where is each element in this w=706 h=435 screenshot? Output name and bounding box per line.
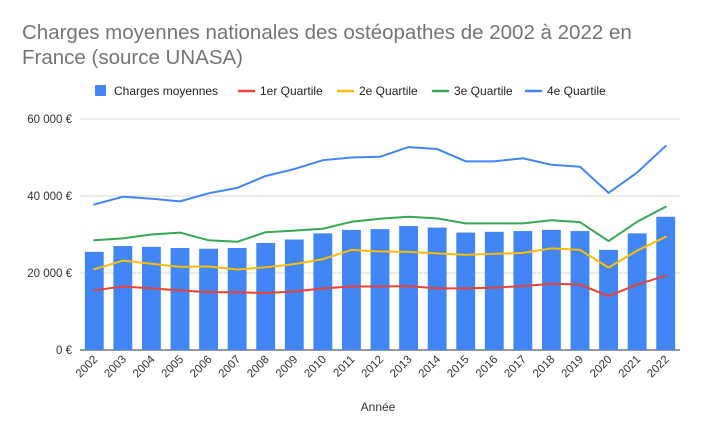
x-tick-label: 2003	[102, 354, 129, 381]
bar-series	[84, 216, 676, 350]
bar-2019	[570, 231, 590, 350]
bar-2012	[370, 229, 390, 350]
x-tick-label: 2014	[417, 353, 444, 380]
bar-2010	[313, 233, 333, 350]
x-tick-label: 2016	[474, 354, 501, 381]
x-tick-label: 2012	[360, 354, 387, 381]
x-axis-title: Année	[361, 400, 396, 414]
legend-label: 1er Quartile	[260, 84, 323, 98]
bar-2002	[84, 251, 104, 350]
bar-2017	[513, 231, 533, 350]
bar-2016	[484, 231, 504, 350]
bar-2020	[599, 249, 618, 350]
legend-label: 4e Quartile	[547, 84, 606, 98]
line-series-2	[93, 235, 667, 271]
legend: Charges moyennes 1er Quartile 2e Quartile 3…	[95, 84, 606, 98]
x-tick-label: 2019	[560, 354, 587, 381]
x-tick-label: 2013	[388, 354, 415, 381]
y-tick-label: 20 000 €	[27, 268, 72, 280]
bar-2013	[399, 226, 418, 350]
bar-2003	[113, 246, 133, 350]
bar-2007	[227, 247, 247, 350]
x-tick-label: 2022	[645, 354, 672, 381]
bar-2011	[342, 229, 361, 350]
x-tick-label: 2002	[74, 354, 101, 381]
y-tick-label: 60 000 €	[27, 114, 72, 126]
x-axis-ticks: 2002 2003 2004 2005 2006 2007 2008 2009 2010 2011…	[74, 353, 672, 380]
line-series-4	[93, 144, 667, 206]
y-axis-ticks: 0 € 20 000 € 40 000 € 60 000 €	[27, 114, 72, 357]
x-tick-label: 2018	[531, 354, 558, 381]
legend-label: 2e Quartile	[359, 84, 418, 98]
bar-2006	[199, 248, 218, 350]
x-tick-label: 2005	[160, 354, 187, 381]
x-tick-label: 2017	[502, 354, 529, 381]
y-tick-label: 40 000 €	[27, 191, 72, 203]
bar-2005	[170, 247, 190, 350]
bar-2015	[456, 232, 476, 350]
line-series	[93, 144, 667, 298]
bar-2009	[284, 239, 304, 350]
legend-swatch	[95, 85, 106, 96]
x-tick-label: 2008	[245, 354, 272, 381]
legend-label: Charges moyennes	[114, 84, 218, 98]
bar-2021	[627, 233, 647, 350]
legend-label: 3e Quartile	[454, 84, 513, 98]
x-tick-label: 2015	[445, 354, 472, 381]
bar-2008	[256, 242, 276, 350]
chart-title: Charges moyennes nationales des ostéopat…	[22, 21, 632, 69]
x-tick-label: 2009	[274, 354, 301, 381]
x-tick-label: 2010	[302, 354, 329, 381]
bar-2018	[542, 229, 561, 350]
bar-2022	[656, 216, 676, 350]
x-tick-label: 2021	[617, 354, 644, 381]
x-tick-label: 2007	[217, 354, 244, 381]
bar-2004	[142, 246, 161, 350]
line-series-3	[93, 205, 667, 243]
x-tick-label: 2011	[332, 354, 358, 380]
y-tick-label: 0 €	[56, 345, 73, 357]
x-tick-label: 2004	[131, 353, 158, 380]
x-tick-label: 2006	[188, 354, 215, 381]
line-series-1	[93, 274, 667, 298]
x-tick-label: 2020	[588, 354, 615, 381]
